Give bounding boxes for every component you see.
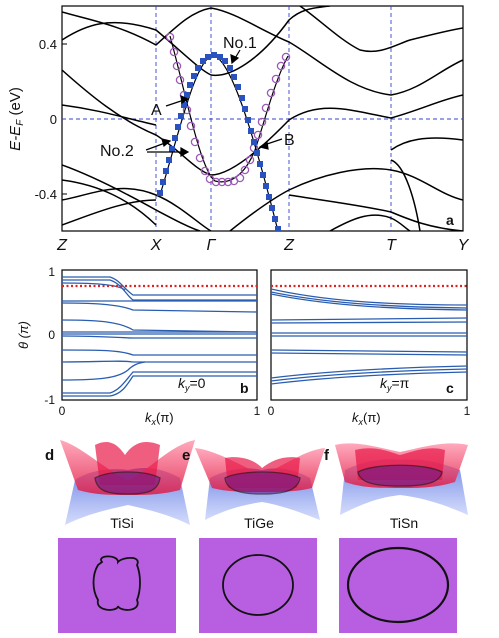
x-tick-X: X	[150, 237, 163, 254]
surface-e-material: TiGe	[244, 515, 274, 531]
bz-square-tisi	[58, 538, 176, 633]
surface-e-tige: e TiGe	[182, 447, 325, 531]
surface-d-letter: d	[45, 447, 54, 464]
panel-c-x-tick-1: 1	[464, 404, 471, 418]
panel-b-x-tick-1: 1	[254, 404, 261, 418]
x-tick-T: T	[386, 237, 397, 254]
annotation-no1: No.1	[223, 35, 257, 52]
theta-tick-1: 1	[48, 265, 55, 279]
y-tick-0.4: 0.4	[39, 37, 57, 52]
panel-c-lines	[271, 288, 467, 385]
surface-f-tisn: f TiSn	[324, 443, 468, 531]
surface-f-letter: f	[324, 447, 330, 464]
surface-f-material: TiSn	[390, 515, 418, 531]
panel-a-x-ticks: Z X Γ Z T Y	[56, 237, 470, 254]
panel-b-frame	[61, 269, 258, 401]
surface-e-letter: e	[182, 447, 190, 464]
annotation-no2: No.2	[100, 143, 134, 160]
annotation-arrows	[145, 49, 283, 158]
annotation-A: A	[151, 102, 162, 119]
x-tick-Gamma: Γ	[206, 237, 216, 254]
x-tick-Z2: Z	[283, 237, 295, 254]
panel-c-letter: c	[446, 380, 454, 396]
x-tick-Y: Y	[458, 237, 470, 254]
panel-c-wilson-loop: ky=π c 0 1 kx(π)	[268, 269, 471, 427]
y-tick-0: 0	[50, 112, 57, 127]
annotation-B: B	[284, 132, 295, 149]
panel-a-frame	[61, 5, 464, 232]
panel-a-y-label: E-EF (eV)	[7, 87, 26, 151]
x-tick-Z1: Z	[56, 237, 68, 254]
panel-b-wilson-loop: ky=0 b 0 1 kx(π)	[59, 269, 261, 427]
y-tick-neg0.4: -0.4	[35, 187, 57, 202]
panel-a-band-structure: No.1 A No.2 B a 0.4 0 -0.4 E-EF (eV) Z X…	[7, 5, 470, 254]
theta-axis-label: θ (π)	[16, 321, 31, 349]
panel-c-x-label: kx(π)	[352, 410, 381, 427]
panel-b-letter: b	[240, 380, 249, 396]
panel-a-letter: a	[446, 212, 454, 228]
panel-b-ky-label: ky=0	[178, 375, 206, 393]
panel-a-y-ticks: 0.4 0 -0.4	[35, 37, 67, 202]
surface-d-material: TiSi	[110, 515, 134, 531]
panel-b-lines	[62, 276, 257, 397]
band-lines	[62, 6, 463, 231]
bz-square-tisn	[339, 538, 457, 633]
panel-c-ky-label: ky=π	[380, 375, 410, 393]
no1-band	[165, 32, 291, 187]
no2-band	[157, 52, 281, 231]
bz-square-tige	[199, 538, 317, 633]
theta-tick-neg1: -1	[44, 393, 55, 407]
panel-c-frame	[270, 269, 468, 401]
theta-tick-0: 0	[48, 328, 55, 342]
panel-b-x-tick-0: 0	[59, 404, 66, 418]
panel-b-x-label: kx(π)	[145, 410, 174, 427]
panel-c-x-tick-0: 0	[268, 404, 275, 418]
theta-axis: 1 0 -1 θ (π)	[16, 265, 55, 407]
surface-d-tisi: d TiSi	[45, 440, 195, 531]
